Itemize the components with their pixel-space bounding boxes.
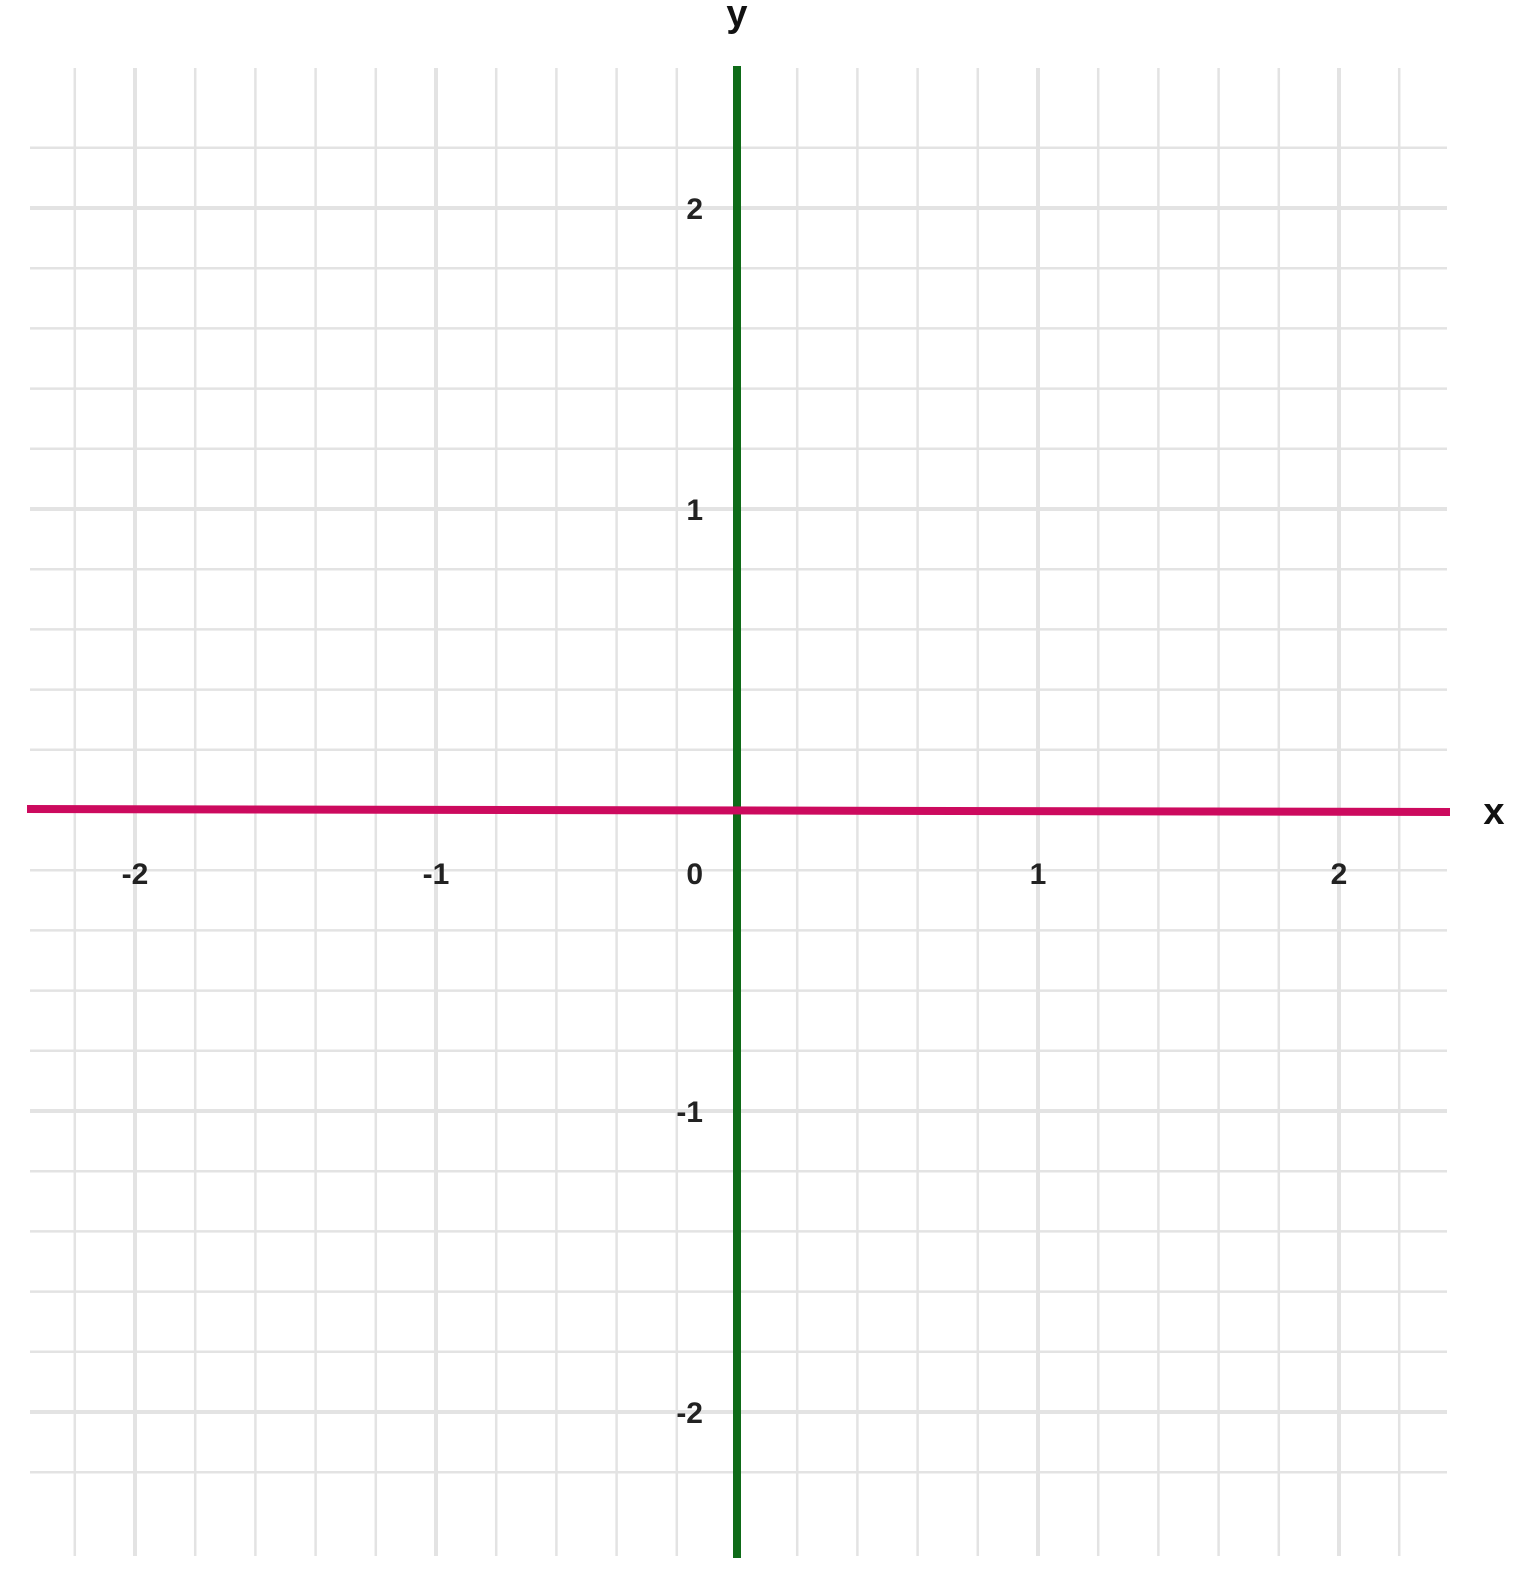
origin-label: 0 <box>686 858 703 891</box>
y-tick-label: 1 <box>686 494 703 527</box>
x-tick-label: 2 <box>1331 858 1348 891</box>
x-tick-label: -2 <box>122 858 149 891</box>
y-tick-label: 2 <box>686 193 703 226</box>
tick-labels: -2 -1 1 2 2 1 -1 -2 <box>122 193 1348 1430</box>
x-tick-label: -1 <box>423 858 450 891</box>
y-tick-label: -2 <box>676 1397 703 1430</box>
y-axis-label: y <box>726 0 747 35</box>
x-axis-line <box>26 805 1451 816</box>
x-axis-label: x <box>1483 791 1504 833</box>
axes <box>26 66 1451 1558</box>
x-tick-label: 1 <box>1030 858 1047 891</box>
y-tick-label: -1 <box>676 1096 703 1129</box>
